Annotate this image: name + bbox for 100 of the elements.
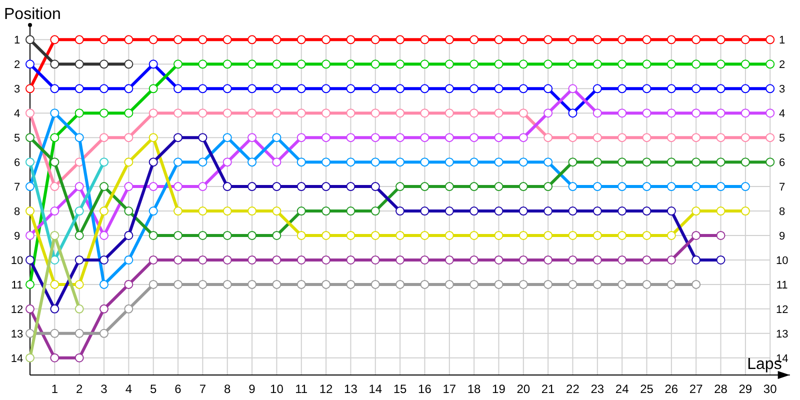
point bbox=[544, 206, 553, 216]
y-axis-title: Position bbox=[4, 6, 61, 23]
point bbox=[618, 35, 627, 44]
point bbox=[124, 304, 134, 314]
point bbox=[470, 158, 479, 167]
point bbox=[716, 133, 726, 142]
point bbox=[322, 255, 331, 264]
point bbox=[740, 108, 750, 118]
point bbox=[642, 158, 652, 167]
point bbox=[470, 255, 479, 264]
point bbox=[494, 182, 504, 192]
point bbox=[198, 255, 208, 264]
point bbox=[568, 206, 578, 216]
point bbox=[26, 304, 34, 314]
y-tick-label: 2 bbox=[14, 59, 20, 72]
point bbox=[370, 255, 380, 264]
y2-tick-label: 4 bbox=[779, 108, 786, 120]
point bbox=[716, 182, 726, 192]
y-tick-label: 13 bbox=[10, 328, 24, 340]
point bbox=[592, 133, 602, 142]
y2-tick-label: 11 bbox=[776, 279, 788, 292]
point bbox=[618, 255, 627, 264]
point bbox=[100, 182, 109, 192]
point bbox=[50, 230, 60, 240]
point bbox=[740, 84, 750, 94]
x-tick-label: 1 bbox=[51, 382, 58, 396]
x-tick-label: 5 bbox=[150, 382, 158, 396]
point bbox=[518, 158, 528, 167]
point bbox=[544, 182, 553, 192]
point bbox=[544, 84, 553, 94]
point bbox=[470, 182, 479, 192]
point bbox=[518, 84, 528, 94]
point bbox=[766, 84, 775, 94]
point bbox=[272, 60, 282, 69]
point bbox=[692, 133, 701, 142]
point bbox=[50, 182, 60, 192]
point bbox=[296, 133, 306, 142]
point bbox=[544, 230, 553, 240]
point bbox=[470, 35, 479, 44]
point bbox=[296, 35, 306, 44]
x-tick-label: 2 bbox=[76, 382, 83, 396]
point bbox=[568, 84, 578, 94]
point bbox=[198, 133, 208, 142]
x-tick-label: 10 bbox=[270, 382, 284, 396]
point bbox=[148, 133, 158, 142]
point bbox=[222, 182, 232, 192]
point bbox=[248, 182, 257, 192]
point bbox=[470, 60, 479, 69]
point bbox=[222, 280, 232, 289]
point bbox=[618, 206, 627, 216]
point bbox=[74, 328, 84, 338]
point bbox=[618, 108, 627, 118]
point bbox=[346, 280, 356, 289]
point bbox=[222, 133, 232, 142]
y2-tick-label: 12 bbox=[776, 304, 788, 316]
point bbox=[666, 230, 676, 240]
point bbox=[50, 328, 60, 338]
point bbox=[346, 35, 356, 44]
point bbox=[518, 133, 528, 142]
y2-tick-label: 7 bbox=[779, 182, 786, 194]
point bbox=[198, 84, 208, 94]
point bbox=[26, 206, 34, 216]
point bbox=[666, 133, 676, 142]
point bbox=[518, 230, 528, 240]
y2-tick-label: 8 bbox=[779, 206, 786, 218]
x-tick-label: 16 bbox=[418, 382, 432, 396]
point bbox=[716, 206, 726, 216]
point bbox=[494, 35, 504, 44]
point bbox=[248, 60, 257, 69]
point bbox=[74, 60, 84, 69]
point bbox=[322, 206, 331, 216]
point bbox=[592, 182, 602, 192]
point bbox=[370, 84, 380, 94]
point bbox=[198, 158, 208, 167]
point bbox=[420, 158, 430, 167]
point bbox=[396, 108, 405, 118]
point bbox=[74, 182, 84, 192]
point bbox=[740, 206, 750, 216]
point bbox=[494, 60, 504, 69]
point bbox=[296, 280, 306, 289]
point bbox=[642, 255, 652, 264]
point bbox=[740, 158, 750, 167]
point bbox=[568, 35, 578, 44]
y-tick-label: 5 bbox=[14, 132, 20, 145]
point bbox=[444, 133, 454, 142]
point bbox=[370, 182, 380, 192]
point bbox=[716, 84, 726, 94]
point bbox=[568, 108, 578, 118]
point bbox=[420, 182, 430, 192]
point bbox=[124, 182, 134, 192]
point bbox=[124, 60, 134, 69]
point bbox=[74, 280, 84, 289]
point bbox=[692, 158, 701, 167]
point bbox=[272, 133, 282, 142]
point bbox=[444, 35, 454, 44]
point bbox=[444, 60, 454, 69]
point bbox=[370, 133, 380, 142]
point bbox=[420, 60, 430, 69]
point bbox=[666, 158, 676, 167]
point bbox=[322, 158, 331, 167]
